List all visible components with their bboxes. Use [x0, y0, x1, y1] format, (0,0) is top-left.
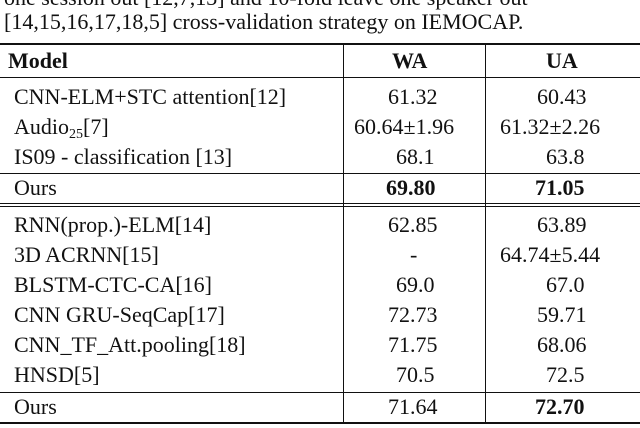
- row-ua: 71.05: [535, 175, 585, 200]
- row-ua: 72.70: [535, 394, 585, 419]
- model-ref: [7]: [83, 114, 109, 139]
- row-ua: 60.43: [537, 84, 587, 109]
- row-model: Audio25[7]: [14, 114, 109, 148]
- row-wa: 70.5: [396, 362, 435, 387]
- row-ua: 63.89: [537, 212, 587, 237]
- group-separator-top: [0, 203, 640, 204]
- row-model: HNSD[5]: [14, 362, 100, 387]
- row-model: RNN(prop.)-ELM[14]: [14, 212, 212, 237]
- ours-separator-1: [0, 173, 640, 174]
- group-separator-bottom: [0, 206, 640, 207]
- caption-line-2: [14,15,16,17,18,5] cross-validation stra…: [4, 10, 524, 34]
- row-wa: 69.80: [386, 175, 436, 200]
- row-wa: 69.0: [396, 272, 435, 297]
- header-rule: [0, 77, 640, 78]
- ours-separator-2: [0, 392, 640, 393]
- header-ua: UA: [546, 48, 578, 73]
- row-wa: 72.73: [388, 302, 438, 327]
- table-bottom-rule: [0, 422, 640, 424]
- row-model: CNN-ELM+STC attention[12]: [14, 84, 287, 109]
- header-wa: WA: [392, 48, 428, 73]
- row-ua: 72.5: [546, 362, 585, 387]
- row-model: CNN GRU-SeqCap[17]: [14, 302, 225, 327]
- model-main: Audio: [14, 114, 69, 139]
- row-ua: 63.8: [546, 144, 585, 169]
- row-model: BLSTM-CTC-CA[16]: [14, 272, 212, 297]
- header-model: Model: [8, 48, 68, 73]
- row-model: Ours: [14, 394, 57, 419]
- row-wa: 62.85: [388, 212, 438, 237]
- row-model: Ours: [14, 175, 57, 200]
- row-ua: 64.74±5.44: [500, 242, 601, 267]
- row-wa: -: [410, 242, 418, 267]
- row-ua: 61.32±2.26: [500, 114, 601, 139]
- row-ua: 67.0: [546, 272, 585, 297]
- row-wa: 71.75: [388, 332, 438, 357]
- row-wa: 71.64: [388, 394, 438, 419]
- row-ua: 59.71: [537, 302, 587, 327]
- row-wa: 60.64±1.96: [354, 114, 455, 139]
- row-model: 3D ACRNN[15]: [14, 242, 159, 267]
- column-divider-1: [343, 45, 344, 422]
- row-model: IS09 - classification [13]: [14, 144, 233, 169]
- model-subscript: 25: [69, 127, 83, 142]
- row-wa: 68.1: [396, 144, 435, 169]
- row-wa: 61.32: [388, 84, 438, 109]
- row-model: CNN_TF_Att.pooling[18]: [14, 332, 246, 357]
- table-top-rule: [0, 43, 640, 45]
- caption-line-1: one session out [12,7,13] and 10-fold le…: [4, 0, 640, 10]
- column-divider-2: [485, 45, 486, 422]
- row-ua: 68.06: [537, 332, 587, 357]
